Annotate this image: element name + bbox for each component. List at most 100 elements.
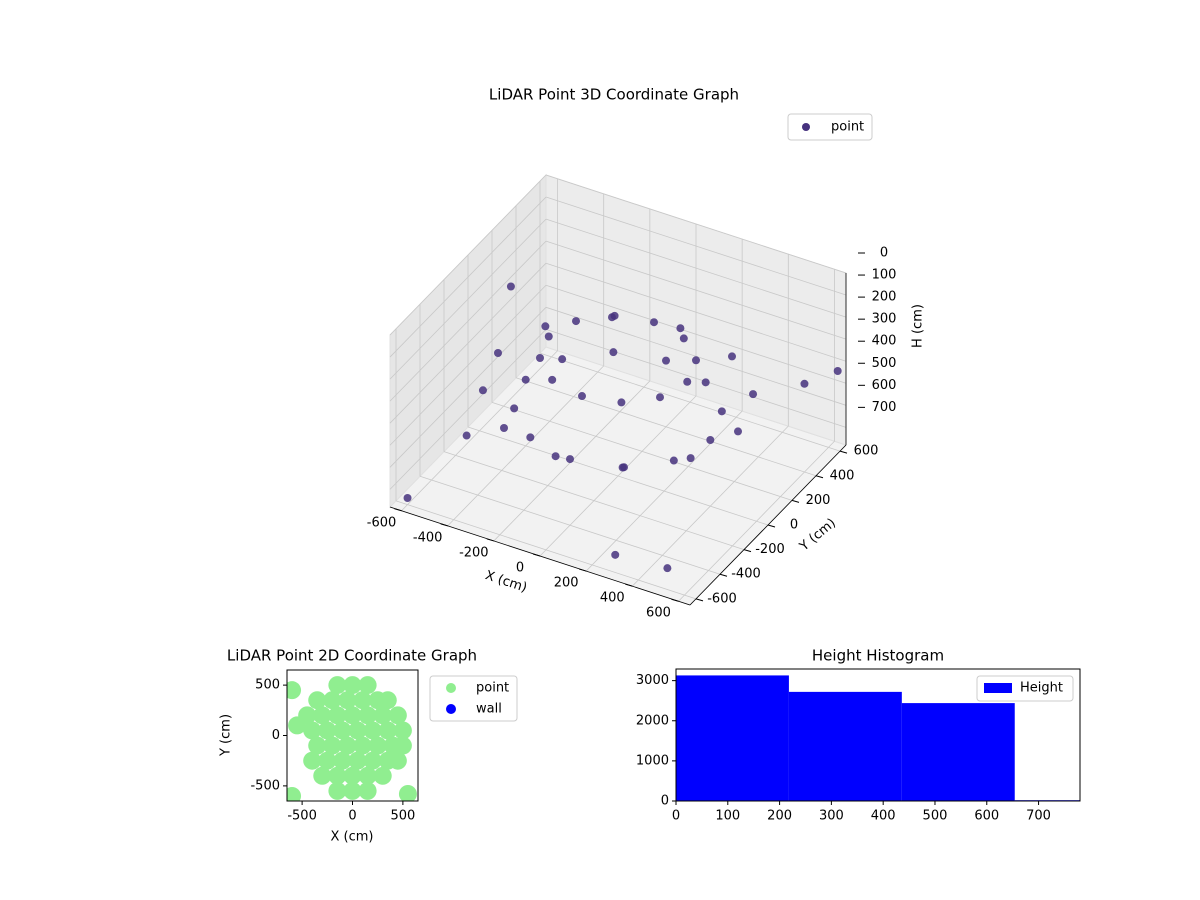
point [669, 456, 678, 465]
point [717, 407, 726, 416]
x-tick-label: -500 [287, 809, 317, 824]
grid-line [389, 262, 547, 424]
grid-line [515, 377, 817, 477]
axis-line [689, 444, 847, 606]
point [358, 676, 377, 695]
legend-label: point [831, 120, 864, 135]
y-tick [791, 499, 800, 503]
grid-line [389, 218, 547, 380]
y-tick-label: 400 [830, 468, 855, 483]
point [500, 423, 508, 432]
y-tick-label: 0 [661, 794, 669, 809]
y-tick-label: 600 [854, 444, 879, 459]
y-tick-label: 0 [272, 728, 280, 743]
point [328, 706, 347, 725]
point [343, 781, 362, 800]
point [478, 386, 487, 395]
x-tick-label: 400 [600, 591, 625, 606]
point [318, 751, 337, 770]
grid-line [545, 262, 847, 362]
grid-line [545, 174, 847, 274]
bar [676, 675, 789, 801]
y-axis-label: Y (cm) [219, 714, 234, 757]
grid-line [545, 328, 847, 428]
point [566, 455, 574, 464]
point [358, 781, 377, 800]
x-tick-label: 0 [348, 809, 356, 824]
x-tick-label: 500 [923, 809, 948, 824]
grid-line [389, 196, 547, 358]
grid-line [545, 218, 847, 318]
point [679, 334, 688, 343]
plot-area [287, 676, 417, 801]
point [610, 311, 619, 320]
point [378, 691, 397, 710]
y-tick-label: -400 [731, 567, 761, 582]
legend-box [787, 113, 873, 141]
grid-line [539, 352, 841, 452]
point [328, 781, 347, 800]
point [323, 691, 342, 710]
axis-line [389, 506, 691, 606]
x-tick-label: 400 [871, 809, 896, 824]
y-tick-label: -500 [250, 778, 280, 793]
axes-frame [675, 668, 1081, 802]
point [343, 766, 362, 785]
z-tick-label: 400 [872, 334, 897, 349]
point [800, 379, 809, 388]
point [544, 332, 553, 341]
grid-line [389, 240, 547, 402]
point [388, 706, 407, 725]
point [333, 721, 352, 740]
grid-line [395, 500, 697, 600]
grid-line [419, 475, 721, 575]
point [521, 375, 530, 384]
point [403, 494, 412, 502]
point [701, 378, 710, 387]
x-tick-label: -600 [367, 515, 397, 530]
point [353, 691, 372, 710]
grid-line [491, 402, 793, 501]
legend-marker [984, 683, 1012, 693]
point [353, 736, 372, 755]
point [617, 398, 626, 407]
point [548, 375, 557, 384]
legend: Height [976, 675, 1074, 702]
y-tick [743, 549, 752, 553]
point [650, 318, 658, 327]
point [676, 324, 685, 333]
grid-line [467, 426, 769, 526]
y-tick-label: 3000 [636, 673, 669, 688]
z-tick-label: 500 [872, 356, 897, 371]
grid-line [545, 196, 847, 296]
point [510, 404, 519, 413]
point [287, 681, 302, 700]
point [287, 786, 302, 801]
point [462, 431, 471, 440]
z-tick-label: 300 [872, 312, 897, 327]
point [288, 716, 307, 735]
point [833, 367, 842, 376]
point [313, 766, 332, 785]
point [388, 751, 407, 770]
y-tick [695, 598, 704, 602]
point [558, 355, 567, 364]
point [358, 766, 377, 785]
x-tick-label: -200 [459, 545, 489, 560]
point [348, 721, 367, 740]
y-tick-label: 500 [255, 678, 280, 693]
point [692, 356, 700, 365]
x-tick-label: 200 [767, 809, 792, 824]
point [663, 564, 672, 573]
point [343, 676, 362, 695]
point [536, 353, 544, 362]
x-tick-label: -400 [413, 530, 443, 545]
grid-line [443, 451, 745, 550]
grid-line [389, 174, 547, 336]
point [343, 706, 362, 725]
grid-line [389, 284, 547, 446]
x-axis-label: X (cm) [331, 830, 374, 845]
chart-title: LiDAR Point 3D Coordinate Graph [489, 86, 739, 104]
point [551, 452, 560, 461]
